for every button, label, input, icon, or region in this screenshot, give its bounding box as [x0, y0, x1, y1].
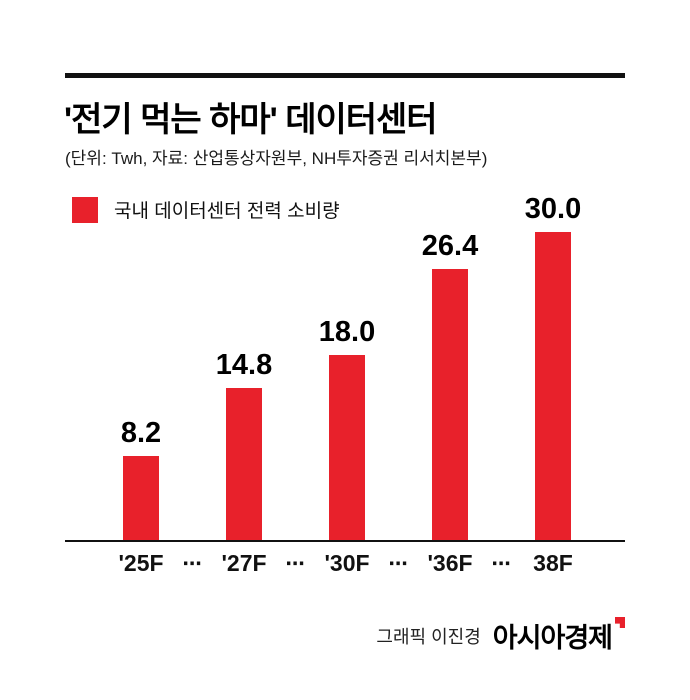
bar-value-label: 8.2 — [120, 417, 162, 449]
page-title: '전기 먹는 하마' 데이터센터 — [64, 101, 438, 139]
bar-value-label: 14.8 — [215, 349, 273, 381]
bar — [432, 269, 468, 540]
top-rule — [65, 73, 625, 78]
bar-chart: 8.2 14.8 18.0 26.4 30.0 — [65, 190, 625, 542]
credit-text: 그래픽 이진경 — [376, 626, 481, 647]
bar — [329, 355, 365, 540]
brand-text: 아시아경제 — [492, 623, 613, 653]
x-axis-label: '25F — [118, 550, 164, 576]
legend-label: 국내 데이터센터 전력 소비량 — [114, 201, 340, 222]
bar — [123, 456, 159, 540]
x-axis-label: '36F — [427, 550, 473, 576]
x-axis-labels: '25F ⋯ '27F ⋯ '30F ⋯ '36F ⋯ 38F — [65, 550, 625, 584]
bar-value-label: 30.0 — [524, 193, 582, 225]
x-axis-line — [65, 540, 625, 542]
bar — [535, 232, 571, 540]
x-axis-ellipsis: ⋯ — [491, 554, 512, 575]
x-axis-label: 38F — [533, 550, 573, 576]
bar-value-label: 26.4 — [421, 230, 479, 262]
chart-subtitle: (단위: Twh, 자료: 산업통상자원부, NH투자증권 리서치본부) — [65, 149, 488, 168]
x-axis-label: '27F — [221, 550, 267, 576]
x-axis-ellipsis: ⋯ — [388, 554, 409, 575]
chart-legend: 국내 데이터센터 전력 소비량 — [72, 196, 340, 223]
brand-logo: 아시아경제 — [493, 616, 625, 655]
bar — [226, 388, 262, 540]
footer: 그래픽 이진경 아시아경제 — [376, 616, 625, 655]
brand-mark-icon — [615, 617, 625, 628]
legend-swatch-icon — [72, 196, 98, 223]
x-axis-label: '30F — [324, 550, 370, 576]
x-axis-ellipsis: ⋯ — [182, 554, 203, 575]
bar-value-label: 18.0 — [318, 316, 376, 348]
x-axis-ellipsis: ⋯ — [285, 554, 306, 575]
